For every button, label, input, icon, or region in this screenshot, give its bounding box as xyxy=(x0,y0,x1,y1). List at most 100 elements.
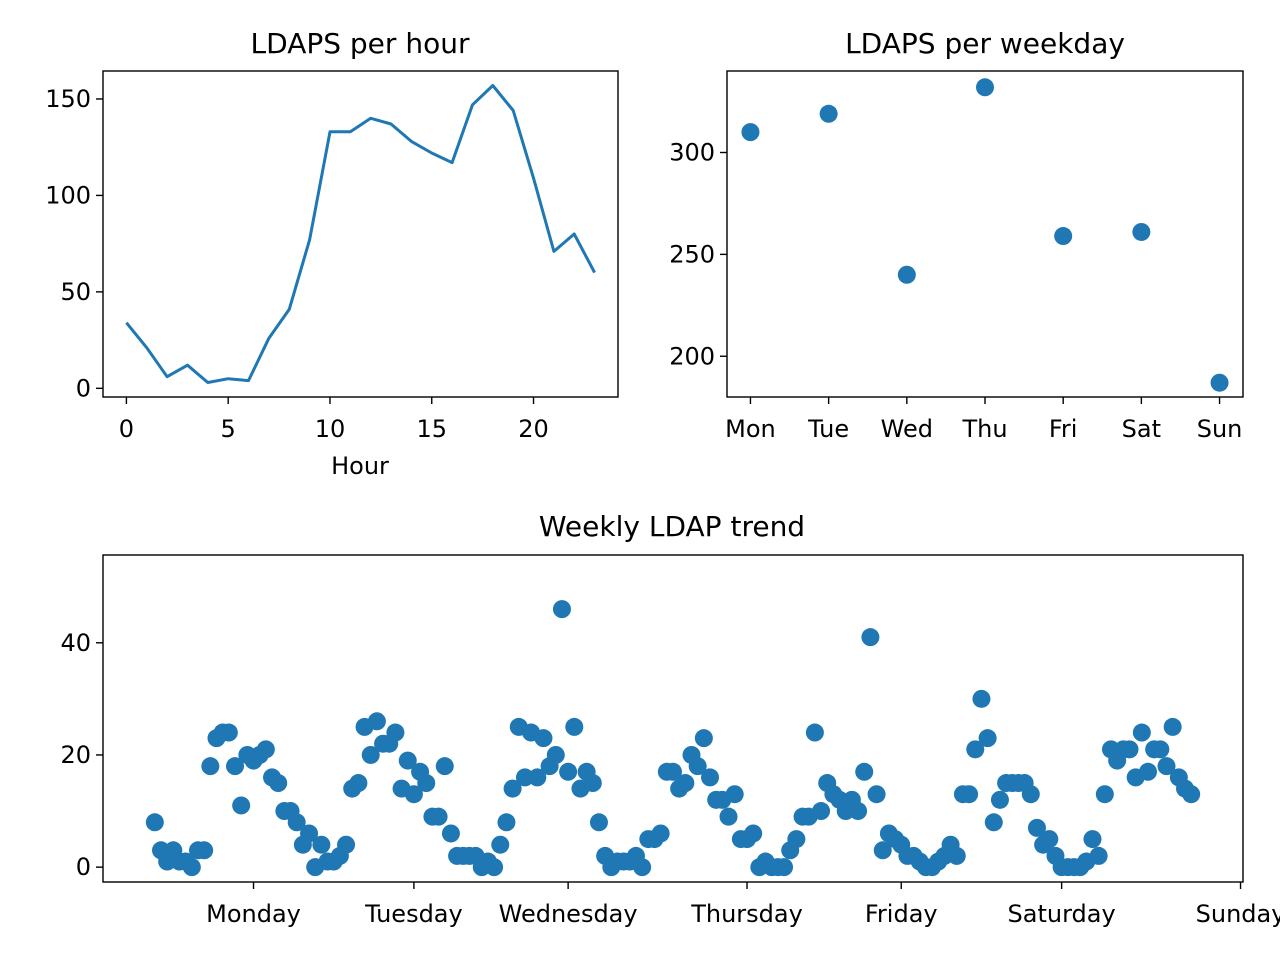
weekly-point xyxy=(552,600,571,619)
weekly-point xyxy=(337,835,356,854)
weekly-point xyxy=(775,858,794,877)
ytick-label: 50 xyxy=(60,278,91,306)
weekly-point xyxy=(145,813,164,832)
weekly-point xyxy=(429,807,448,826)
weekly-point xyxy=(1120,740,1139,759)
weekday-point xyxy=(1132,222,1151,241)
weekly-point xyxy=(361,745,380,764)
weekday-point xyxy=(819,104,838,123)
weekly-point xyxy=(978,729,997,748)
weekly-point xyxy=(1095,785,1114,804)
weekly-point xyxy=(182,858,201,877)
weekly-chart-title: Weekly LDAP trend xyxy=(539,510,805,543)
weekly-point xyxy=(1151,740,1170,759)
weekday-point xyxy=(1054,227,1073,246)
weekly-point xyxy=(1163,717,1182,736)
weekly-point xyxy=(1089,846,1108,865)
ytick-label: 150 xyxy=(45,85,91,113)
xtick-label: 0 xyxy=(119,415,134,443)
ytick-label: 100 xyxy=(45,181,91,209)
weekly-point xyxy=(546,745,565,764)
xtick-label: Thursday xyxy=(690,900,803,928)
weekly-point xyxy=(417,774,436,793)
weekly-point xyxy=(1083,830,1102,849)
ytick-label: 0 xyxy=(76,374,91,402)
weekly-point xyxy=(435,757,454,776)
weekly-point xyxy=(676,774,695,793)
xtick-label: 10 xyxy=(315,415,346,443)
weekday-point xyxy=(741,123,760,142)
weekly-point xyxy=(226,757,245,776)
weekly-point xyxy=(583,774,602,793)
xtick-label: Fri xyxy=(1049,415,1078,443)
weekly-point xyxy=(485,858,504,877)
weekly-point xyxy=(947,846,966,865)
xtick-label: Friday xyxy=(865,900,938,928)
xtick-label: 20 xyxy=(518,415,549,443)
xtick-label: 5 xyxy=(221,415,236,443)
hourly-chart-xlabel: Hour xyxy=(331,452,389,480)
weekly-point xyxy=(849,802,868,821)
weekly-point xyxy=(534,729,553,748)
weekly-point xyxy=(633,858,652,877)
ytick-label: 0 xyxy=(76,853,91,881)
weekly-point xyxy=(503,779,522,798)
hourly-chart-ticks: 0 50 100 150 0 5 10 15 20 xyxy=(45,85,549,443)
weekly-chart-points xyxy=(145,600,1201,877)
weekly-point xyxy=(404,785,423,804)
xtick-label: Sunday xyxy=(1196,900,1280,928)
weekly-point xyxy=(1182,785,1201,804)
hourly-series-line xyxy=(125,84,596,384)
weekday-chart-title: LDAPS per weekday xyxy=(845,27,1125,60)
weekly-point xyxy=(861,628,880,647)
xtick-label: Saturday xyxy=(1008,900,1116,928)
weekly-point xyxy=(1027,818,1046,837)
hourly-chart-series xyxy=(125,84,596,384)
weekly-point xyxy=(1040,830,1059,849)
weekly-point xyxy=(559,762,578,781)
weekly-point xyxy=(398,751,417,770)
weekly-point xyxy=(744,824,763,843)
weekly-point xyxy=(972,689,991,708)
weekday-point xyxy=(897,265,916,284)
weekly-point xyxy=(867,785,886,804)
weekly-point xyxy=(195,841,214,860)
weekly-point xyxy=(984,813,1003,832)
weekly-point xyxy=(312,835,331,854)
weekly-point xyxy=(441,824,460,843)
xtick-label: Mon xyxy=(725,415,776,443)
weekly-point xyxy=(805,723,824,742)
weekly-point xyxy=(725,785,744,804)
weekly-point xyxy=(497,813,516,832)
weekly-point xyxy=(873,841,892,860)
weekly-point xyxy=(855,762,874,781)
weekly-point xyxy=(201,757,220,776)
weekly-point xyxy=(960,785,979,804)
weekly-point xyxy=(565,717,584,736)
weekly-point xyxy=(812,802,831,821)
weekly-point xyxy=(219,723,238,742)
weekly-chart: Weekly LDAP trend 0 20 40 Monday Tuesday Wedn… xyxy=(60,510,1280,928)
weekly-point xyxy=(1157,757,1176,776)
weekly-point xyxy=(515,768,534,787)
weekly-point xyxy=(701,768,720,787)
weekday-chart: LDAPS per weekday 200 250 300 Mon Tue Wed Thu F… xyxy=(669,27,1244,443)
weekly-point xyxy=(966,740,985,759)
ytick-label: 200 xyxy=(669,342,715,370)
weekly-point xyxy=(269,774,288,793)
weekly-point xyxy=(232,796,251,815)
weekly-point xyxy=(651,824,670,843)
xtick-label: Wed xyxy=(881,415,933,443)
ytick-label: 250 xyxy=(669,240,715,268)
hourly-chart-axes xyxy=(102,70,619,398)
weekly-point xyxy=(491,835,510,854)
weekly-point xyxy=(367,712,386,731)
weekly-point xyxy=(688,757,707,776)
weekly-point xyxy=(1132,723,1151,742)
weekly-point xyxy=(990,790,1009,809)
hourly-chart: LDAPS per hour 0 50 100 150 0 5 10 15 20 Hour xyxy=(45,27,619,480)
xtick-label: Tuesday xyxy=(364,900,463,928)
weekly-point xyxy=(589,813,608,832)
